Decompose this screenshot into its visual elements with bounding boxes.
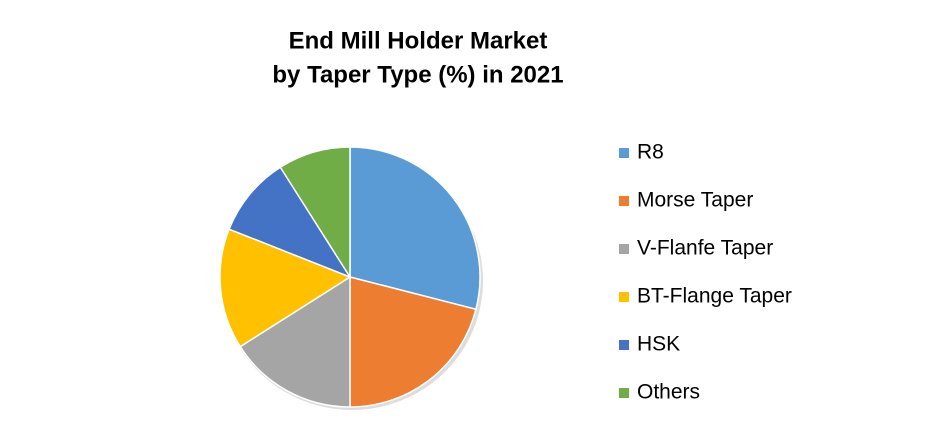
pie-slice bbox=[349, 276, 477, 408]
chart-title: by Taper Type (%) in 2021 bbox=[272, 61, 563, 88]
pie-slice bbox=[228, 166, 352, 279]
legend-swatch bbox=[619, 148, 629, 158]
legend-swatch bbox=[619, 196, 629, 206]
legend-label: V-Flanfe Taper bbox=[637, 237, 773, 260]
legend-swatch bbox=[619, 292, 629, 302]
pie-slice bbox=[349, 146, 481, 311]
legend-label: HSK bbox=[637, 333, 680, 356]
pie-slice bbox=[279, 146, 351, 280]
legend-swatch bbox=[619, 340, 629, 350]
legend-label: Morse Taper bbox=[637, 189, 753, 212]
legend-label: BT-Flange Taper bbox=[637, 285, 792, 308]
legend-label: Others bbox=[637, 381, 700, 404]
chart-title: End Mill Holder Market bbox=[289, 27, 548, 54]
legend-swatch bbox=[619, 244, 629, 254]
legend-swatch bbox=[619, 388, 629, 398]
pie-slice bbox=[239, 275, 351, 408]
pie-slice bbox=[219, 228, 352, 348]
legend-label: R8 bbox=[637, 141, 664, 164]
